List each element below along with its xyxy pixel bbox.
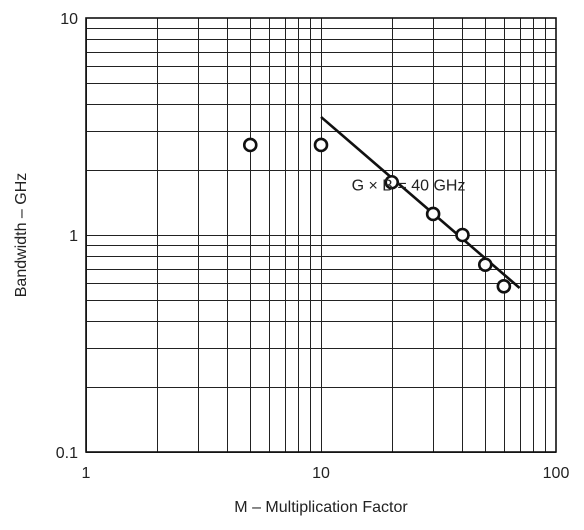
gain-bandwidth-annotation: G × B = 40 GHz bbox=[352, 178, 466, 195]
data-point bbox=[477, 257, 493, 272]
x-tick-label: 10 bbox=[312, 465, 330, 482]
data-point bbox=[455, 227, 470, 243]
x-tick-label: 100 bbox=[543, 465, 570, 482]
y-tick-label: 10 bbox=[60, 11, 78, 28]
grid bbox=[86, 18, 556, 453]
data-points bbox=[242, 137, 512, 294]
y-axis-label: Bandwidth – GHz bbox=[13, 173, 30, 298]
data-point bbox=[496, 279, 512, 294]
y-tick-label: 0.1 bbox=[56, 445, 78, 462]
y-tick-label: 1 bbox=[69, 228, 78, 245]
data-point bbox=[313, 137, 329, 153]
x-axis-label: M – Multiplication Factor bbox=[234, 499, 408, 516]
data-point bbox=[425, 206, 441, 222]
data-point bbox=[384, 174, 400, 190]
x-tick-label: 1 bbox=[82, 465, 91, 482]
data-point bbox=[242, 137, 258, 153]
plot-frame bbox=[85, 17, 557, 453]
